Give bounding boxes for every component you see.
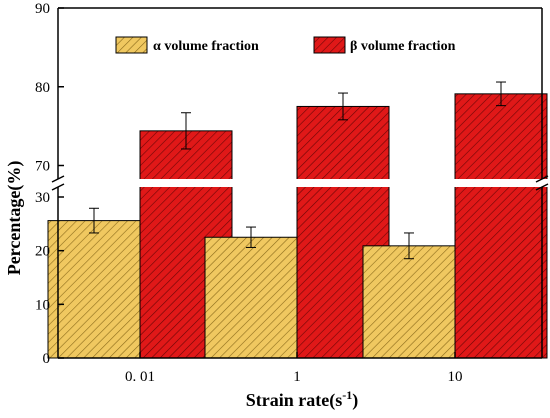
x-tick-label: 10 bbox=[448, 369, 463, 385]
bars bbox=[47, 81, 550, 359]
axis-break-band bbox=[48, 179, 550, 187]
bar-1-2 bbox=[454, 93, 548, 359]
legend-label-0: α volume fraction bbox=[153, 39, 259, 54]
axes: 0. 01 1 10 0 10 20 30 70 80 90 bbox=[35, 1, 549, 385]
y-tick-label: 80 bbox=[35, 80, 50, 96]
x-tick-label: 1 bbox=[293, 369, 301, 385]
y-tick-label: 10 bbox=[35, 297, 50, 313]
x-axis-title-end: ) bbox=[352, 390, 358, 411]
legend: α volume fraction β volume fraction bbox=[115, 36, 456, 54]
bar-0-2 bbox=[362, 245, 456, 359]
axis-break-mark-0-1 bbox=[51, 183, 65, 191]
axis-break-mark-0-0 bbox=[51, 175, 65, 183]
y-tick-label: 90 bbox=[35, 1, 50, 17]
axis-break-mark-1-1 bbox=[535, 183, 549, 191]
y-tick-label: 70 bbox=[35, 159, 50, 175]
bar-0-0 bbox=[47, 220, 141, 359]
y-tick-label: 0 bbox=[43, 351, 51, 367]
x-axis-title-main: Strain rate(s bbox=[246, 390, 342, 411]
y-axis-title: Percentage(%) bbox=[4, 161, 25, 276]
y-tick-label: 30 bbox=[35, 190, 50, 206]
legend-label-1: β volume fraction bbox=[350, 39, 456, 54]
axis-break-mark-1-0 bbox=[535, 175, 549, 183]
legend-swatch-0 bbox=[115, 36, 148, 54]
x-axis-title-superscript: -1 bbox=[342, 388, 352, 402]
x-tick-label: 0. 01 bbox=[125, 369, 155, 385]
legend-swatch-1 bbox=[313, 36, 346, 54]
x-axis-title: Strain rate(s-1) bbox=[246, 388, 358, 411]
bar-0-1 bbox=[204, 236, 298, 359]
y-tick-label: 20 bbox=[35, 244, 50, 260]
